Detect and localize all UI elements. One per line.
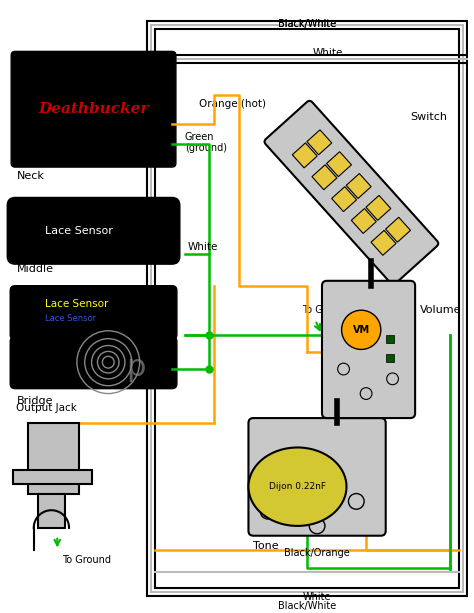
Text: Middle: Middle (17, 264, 54, 274)
Bar (386, 335, 393, 343)
Text: To Ground: To Ground (302, 305, 351, 315)
Text: Dijon 0.22nF: Dijon 0.22nF (269, 482, 326, 491)
Text: Black/White: Black/White (278, 19, 337, 29)
Text: Orange (hot): Orange (hot) (200, 99, 266, 110)
Ellipse shape (248, 447, 346, 526)
FancyBboxPatch shape (312, 165, 337, 190)
Text: Neck: Neck (17, 171, 45, 181)
FancyBboxPatch shape (327, 151, 351, 177)
FancyBboxPatch shape (10, 337, 177, 389)
FancyBboxPatch shape (264, 101, 438, 284)
Text: White: White (188, 242, 218, 253)
Text: Lace Sensor: Lace Sensor (45, 226, 112, 236)
FancyBboxPatch shape (248, 418, 386, 536)
Circle shape (337, 363, 349, 375)
Text: Volume: Volume (420, 305, 462, 315)
FancyBboxPatch shape (7, 197, 180, 264)
Bar (28, 423, 79, 493)
Text: Green
(ground): Green (ground) (185, 132, 227, 153)
Text: White: White (303, 592, 331, 601)
Bar (386, 354, 393, 362)
Circle shape (348, 493, 364, 509)
Circle shape (342, 310, 381, 349)
Text: White: White (312, 48, 343, 58)
Bar (37, 493, 65, 528)
FancyBboxPatch shape (332, 187, 356, 211)
FancyBboxPatch shape (351, 208, 376, 234)
FancyBboxPatch shape (307, 130, 332, 154)
Circle shape (260, 503, 276, 519)
Text: Tone: Tone (254, 541, 279, 550)
Bar (13, 470, 91, 484)
Text: To Ground: To Ground (62, 555, 111, 565)
Text: Black/Orange: Black/Orange (284, 549, 350, 558)
FancyBboxPatch shape (322, 281, 415, 418)
Circle shape (309, 518, 325, 534)
FancyBboxPatch shape (11, 51, 176, 167)
Circle shape (360, 387, 372, 400)
Text: VM: VM (353, 325, 370, 335)
Text: Black/White: Black/White (278, 19, 337, 29)
Text: Lace Sensor: Lace Sensor (45, 299, 108, 310)
FancyBboxPatch shape (346, 173, 371, 199)
Text: Deathbucker: Deathbucker (38, 102, 149, 116)
Text: Lace Sensor: Lace Sensor (45, 314, 96, 322)
Text: p: p (126, 352, 146, 381)
Text: Switch: Switch (410, 112, 447, 122)
FancyBboxPatch shape (371, 230, 396, 255)
Circle shape (387, 373, 399, 385)
Text: Black/White: Black/White (278, 601, 337, 611)
FancyBboxPatch shape (10, 286, 177, 340)
FancyBboxPatch shape (292, 143, 317, 168)
Text: Bridge: Bridge (17, 397, 54, 406)
FancyBboxPatch shape (385, 217, 410, 242)
Text: Output Jack: Output Jack (16, 403, 77, 413)
FancyBboxPatch shape (366, 196, 391, 220)
